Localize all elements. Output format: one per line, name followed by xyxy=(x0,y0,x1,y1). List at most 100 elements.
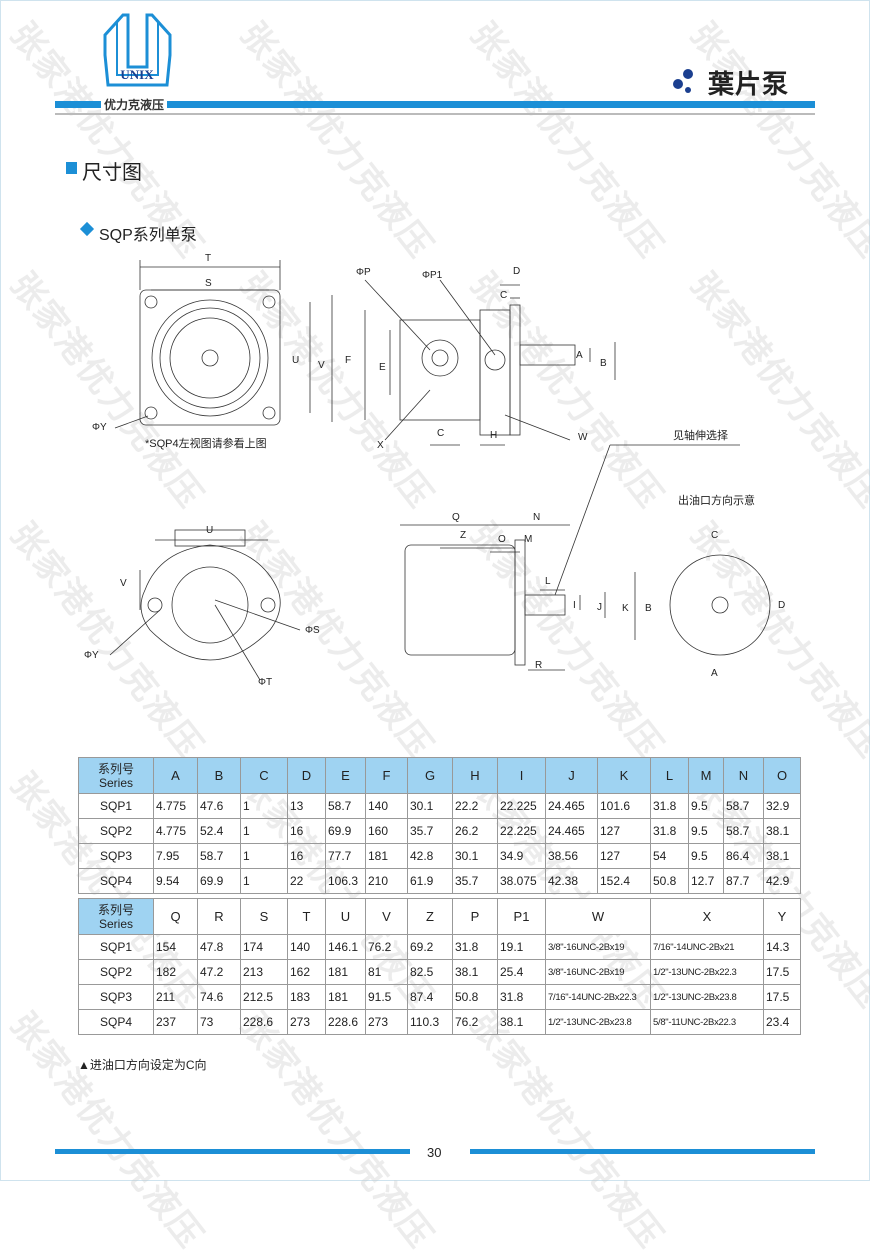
value-cell: 82.5 xyxy=(407,959,453,985)
series-label-cn: 系列号 xyxy=(97,761,134,776)
value-cell: 9.5 xyxy=(688,793,724,819)
value-cell: 1/2"-13UNC-2Bx22.3 xyxy=(650,959,764,985)
value-cell: 42.9 xyxy=(763,868,801,894)
dim-label-d: D xyxy=(513,266,521,277)
dim-label-m: M xyxy=(524,534,533,545)
col-header: T xyxy=(287,898,326,935)
col-header: X xyxy=(650,898,764,935)
col-header: J xyxy=(545,757,598,794)
dim-label-v: V xyxy=(318,360,325,371)
dim-label-f: F xyxy=(345,355,352,366)
value-cell: 181 xyxy=(325,984,366,1010)
series-cell: SQP4 xyxy=(78,1009,154,1035)
value-cell: 228.6 xyxy=(240,1009,288,1035)
dim-label-i: I xyxy=(573,600,576,611)
value-cell: 38.1 xyxy=(497,1009,546,1035)
series-header: 系列号 Series xyxy=(78,757,154,794)
subsection-title: SQP系列单泵 xyxy=(99,227,197,244)
value-cell: 16 xyxy=(287,843,326,869)
value-cell: 9.5 xyxy=(688,843,724,869)
value-cell: 183 xyxy=(287,984,326,1010)
dim-label-u2: U xyxy=(206,525,214,536)
value-cell: 7.95 xyxy=(153,843,198,869)
value-cell: 47.6 xyxy=(197,793,241,819)
value-cell: 38.1 xyxy=(763,843,801,869)
value-cell: 47.8 xyxy=(197,934,241,960)
table-row: SQP2 4.775 52.4 1 16 69.9 160 35.7 26.2 22.225 24.… xyxy=(78,818,801,844)
outlet-label-d: D xyxy=(778,600,786,611)
value-cell: 9.5 xyxy=(688,818,724,844)
value-cell: 7/16"-14UNC-2Bx22.3 xyxy=(545,984,651,1010)
col-header: Q xyxy=(153,898,198,935)
dim-label-l: L xyxy=(545,576,551,587)
value-cell: 35.7 xyxy=(452,868,498,894)
dim-label-z: Z xyxy=(460,530,467,541)
value-cell: 146.1 xyxy=(325,934,366,960)
series-cell: SQP1 xyxy=(78,934,154,960)
value-cell: 47.2 xyxy=(197,959,241,985)
col-header: F xyxy=(365,757,408,794)
value-cell: 181 xyxy=(325,959,366,985)
value-cell: 24.465 xyxy=(545,793,598,819)
value-cell: 42.8 xyxy=(407,843,453,869)
series-cell: SQP2 xyxy=(78,818,154,844)
value-cell: 77.7 xyxy=(325,843,366,869)
value-cell: 24.465 xyxy=(545,818,598,844)
value-cell: 182 xyxy=(153,959,198,985)
value-cell: 17.5 xyxy=(763,959,801,985)
dim-label-c: C xyxy=(500,290,508,301)
dim-label-x: X xyxy=(377,440,384,451)
page-number: 30 xyxy=(427,1145,442,1160)
value-cell: 30.1 xyxy=(452,843,498,869)
square-bullet-icon xyxy=(66,162,77,174)
value-cell: 30.1 xyxy=(407,793,453,819)
value-cell: 58.7 xyxy=(723,793,764,819)
value-cell: 17.5 xyxy=(763,984,801,1010)
dim-label-w: W xyxy=(578,432,588,443)
value-cell: 13 xyxy=(287,793,326,819)
value-cell: 174 xyxy=(240,934,288,960)
value-cell: 4.775 xyxy=(153,818,198,844)
value-cell: 31.8 xyxy=(452,934,498,960)
dimension-table-1: 系列号 Series A B C D E F G H I J K L M N O … xyxy=(78,757,801,894)
value-cell: 69.2 xyxy=(407,934,453,960)
col-header: D xyxy=(287,757,326,794)
col-header: M xyxy=(688,757,724,794)
value-cell: 1 xyxy=(240,843,288,869)
value-cell: 110.3 xyxy=(407,1009,453,1035)
series-cell: SQP1 xyxy=(78,793,154,819)
col-header: P xyxy=(452,898,498,935)
unix-logo: UNIX xyxy=(103,13,172,87)
dim-label-v2: V xyxy=(120,578,127,589)
dim-label-s: S xyxy=(205,278,212,289)
value-cell: 91.5 xyxy=(365,984,408,1010)
value-cell: 74.6 xyxy=(197,984,241,1010)
value-cell: 127 xyxy=(597,818,651,844)
dimension-drawings xyxy=(109,260,771,681)
header-divider xyxy=(55,113,815,115)
outlet-label-a: A xyxy=(711,668,718,679)
value-cell: 38.56 xyxy=(545,843,598,869)
value-cell: 162 xyxy=(287,959,326,985)
value-cell: 22.225 xyxy=(497,793,546,819)
dim-label-k: K xyxy=(622,603,629,614)
col-header: B xyxy=(197,757,241,794)
series-cell: SQP3 xyxy=(78,984,154,1010)
dim-label-a: A xyxy=(576,350,583,361)
category-title: 葉片泵 xyxy=(708,69,790,99)
series-label-en: Series xyxy=(98,916,133,931)
dim-label-j: J xyxy=(597,602,602,613)
value-cell: 32.9 xyxy=(763,793,801,819)
series-label-cn: 系列号 xyxy=(97,902,134,917)
table-row: SQP3 7.95 58.7 1 16 77.7 181 42.8 30.1 34.9 38.56 1… xyxy=(78,843,801,869)
value-cell: 106.3 xyxy=(325,868,366,894)
value-cell: 3/8"-16UNC-2Bx19 xyxy=(545,934,651,960)
flange-view-drawing xyxy=(109,529,301,681)
value-cell: 154 xyxy=(153,934,198,960)
section-title: 尺寸图 xyxy=(82,162,142,184)
value-cell: 87.7 xyxy=(723,868,764,894)
value-cell: 87.4 xyxy=(407,984,453,1010)
value-cell: 50.8 xyxy=(452,984,498,1010)
col-header: I xyxy=(497,757,546,794)
value-cell: 86.4 xyxy=(723,843,764,869)
